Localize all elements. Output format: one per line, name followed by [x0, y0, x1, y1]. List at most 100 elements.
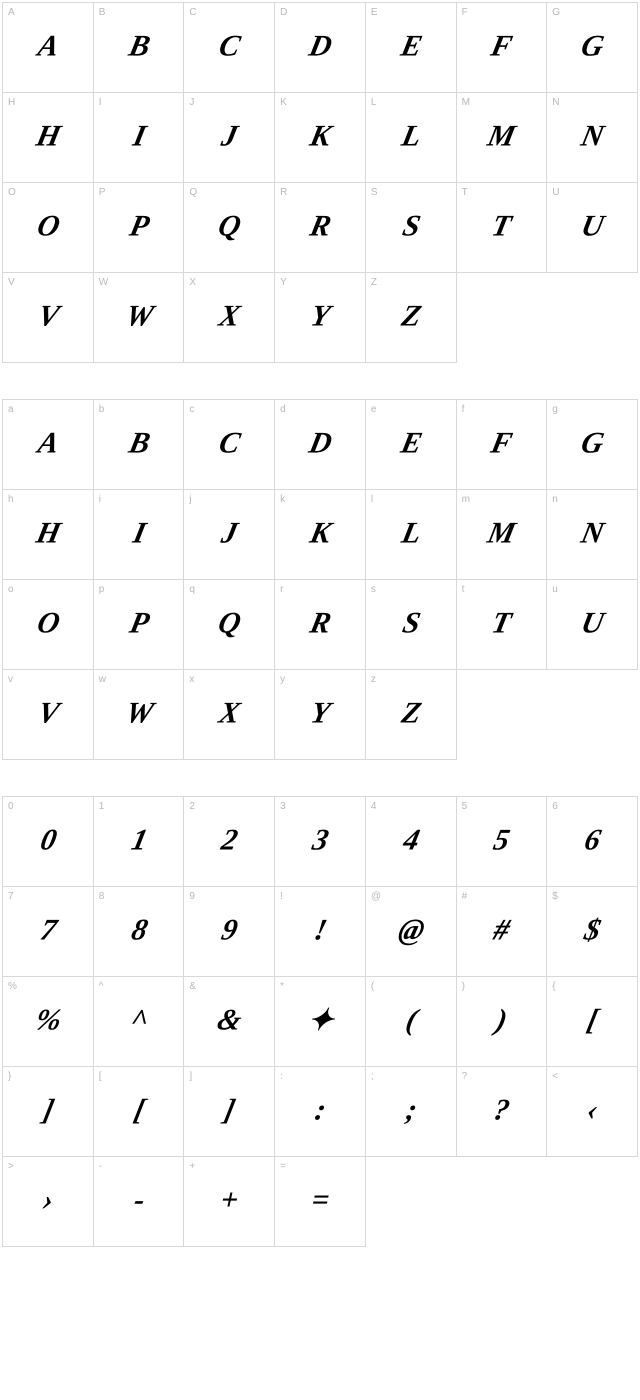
chart-section-numbers-symbols: 00112233445566778899!!@@##$$%%^^&&*✦(())… — [2, 796, 638, 1247]
cell-glyph: B — [125, 426, 151, 460]
glyph-cell: jJ — [184, 490, 275, 580]
cell-glyph: R — [307, 606, 333, 640]
glyph-cell: WW — [94, 273, 185, 363]
cell-label: j — [189, 494, 191, 505]
glyph-cell: RR — [275, 183, 366, 273]
glyph-cell: eE — [366, 400, 457, 490]
cell-glyph: J — [219, 516, 240, 550]
glyph-cell: ## — [457, 887, 548, 977]
glyph-cell: sS — [366, 580, 457, 670]
empty-cell — [366, 1157, 457, 1247]
glyph-cell: ZZ — [366, 273, 457, 363]
cell-label: 4 — [371, 801, 377, 812]
glyph-cell: UU — [547, 183, 638, 273]
empty-cell — [547, 670, 638, 760]
cell-glyph: F — [488, 29, 514, 63]
cell-label: N — [552, 97, 559, 108]
cell-glyph: 1 — [128, 823, 149, 857]
cell-label: F — [462, 7, 468, 18]
cell-glyph: A — [35, 29, 61, 63]
cell-glyph: Z — [398, 299, 423, 333]
cell-glyph: G — [578, 29, 606, 63]
glyph-cell: GG — [547, 3, 638, 93]
cell-glyph: T — [489, 606, 514, 640]
cell-glyph: ‹ — [584, 1093, 600, 1127]
cell-label: w — [99, 674, 106, 685]
cell-label: ! — [280, 891, 283, 902]
glyph-cell: MM — [457, 93, 548, 183]
glyph-cell: 33 — [275, 797, 366, 887]
glyph-cell: 88 — [94, 887, 185, 977]
glyph-cell: BB — [94, 3, 185, 93]
glyph-cell: lL — [366, 490, 457, 580]
glyph-cell: CC — [184, 3, 275, 93]
cell-label: P — [99, 187, 106, 198]
cell-label: 1 — [99, 801, 105, 812]
glyph-cell: XX — [184, 273, 275, 363]
cell-label: s — [371, 584, 376, 595]
glyph-cell: 99 — [184, 887, 275, 977]
glyph-cell: 00 — [3, 797, 94, 887]
cell-glyph: D — [306, 29, 334, 63]
cell-label: ; — [371, 1071, 374, 1082]
cell-glyph: A — [35, 426, 61, 460]
glyph-cell: gG — [547, 400, 638, 490]
cell-glyph: % — [32, 1003, 63, 1037]
chart-section-uppercase: AABBCCDDEEFFGGHHIIJJKKLLMMNNOOPPQQRRSSTT… — [2, 2, 638, 363]
cell-label: 2 — [189, 801, 195, 812]
cell-label: i — [99, 494, 101, 505]
cell-glyph: J — [219, 119, 240, 153]
cell-label: I — [99, 97, 102, 108]
cell-glyph: ; — [403, 1093, 419, 1127]
cell-glyph: @ — [395, 913, 426, 947]
glyph-cell: 55 — [457, 797, 548, 887]
cell-label: S — [371, 187, 378, 198]
glyph-cell: rR — [275, 580, 366, 670]
cell-label: k — [280, 494, 285, 505]
glyph-cell: *✦ — [275, 977, 366, 1067]
glyph-cell: $$ — [547, 887, 638, 977]
cell-glyph: Q — [215, 606, 243, 640]
cell-glyph: D — [306, 426, 334, 460]
cell-glyph: [ — [584, 1003, 600, 1037]
cell-label: } — [8, 1071, 11, 1082]
cell-label: # — [462, 891, 468, 902]
cell-glyph: # — [491, 913, 512, 947]
cell-glyph: L — [398, 119, 423, 153]
cell-label: M — [462, 97, 470, 108]
cell-glyph: N — [578, 516, 606, 550]
cell-glyph: U — [578, 606, 606, 640]
cell-label: > — [8, 1161, 14, 1172]
cell-label: 8 — [99, 891, 105, 902]
cell-glyph: 8 — [128, 913, 149, 947]
cell-label: e — [371, 404, 377, 415]
cell-label: % — [8, 981, 17, 992]
glyph-cell: TT — [457, 183, 548, 273]
cell-label: Y — [280, 277, 287, 288]
glyph-cell: DD — [275, 3, 366, 93]
glyph-cell: wW — [94, 670, 185, 760]
glyph-cell: kK — [275, 490, 366, 580]
cell-glyph: V — [35, 299, 61, 333]
cell-glyph: B — [125, 29, 151, 63]
cell-label: v — [8, 674, 13, 685]
cell-glyph: O — [34, 209, 62, 243]
glyph-cell: iI — [94, 490, 185, 580]
glyph-cell: )) — [457, 977, 548, 1067]
cell-label: @ — [371, 891, 381, 902]
glyph-cell: EE — [366, 3, 457, 93]
cell-label: r — [280, 584, 283, 595]
glyph-cell: xX — [184, 670, 275, 760]
glyph-cell: JJ — [184, 93, 275, 183]
cell-glyph: E — [398, 29, 424, 63]
cell-label: ( — [371, 981, 374, 992]
cell-label: * — [280, 981, 284, 992]
cell-glyph: ^ — [127, 1003, 150, 1037]
chart-section-lowercase: aAbBcCdDeEfFgGhHiIjJkKlLmMnNoOpPqQrRsStT… — [2, 399, 638, 760]
cell-label: K — [280, 97, 287, 108]
cell-label: t — [462, 584, 465, 595]
glyph-cell: 11 — [94, 797, 185, 887]
glyph-cell: vV — [3, 670, 94, 760]
cell-glyph: ( — [403, 1003, 419, 1037]
cell-label: f — [462, 404, 465, 415]
